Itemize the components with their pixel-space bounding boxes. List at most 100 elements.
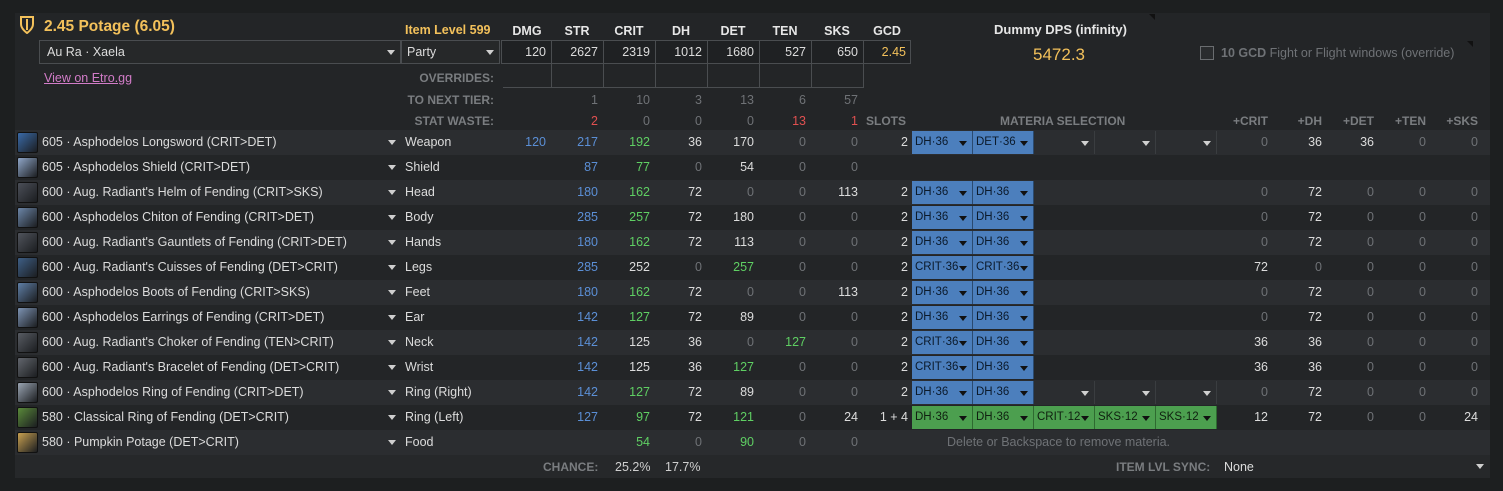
gear-name-select[interactable]: 600 · Aug. Radiant's Choker of Fending (… [42,330,400,355]
materia-select[interactable]: DH·36 [912,231,973,254]
gear-name-select[interactable]: 600 · Asphodelos Chiton of Fending (CRIT… [42,205,400,230]
materia-select[interactable] [1095,381,1156,404]
chevron-down-icon [1203,391,1211,396]
materia-bonus: 24 [1464,410,1478,424]
gear-name-select[interactable]: 580 · Pumpkin Potage (DET>CRIT) [42,430,400,455]
item-level-sync-select[interactable]: None [1218,456,1486,476]
gear-name-select[interactable]: 605 · Asphodelos Longsword (CRIT>DET) [42,130,400,155]
materia-select[interactable]: DH·36 [973,231,1034,254]
gear-name-select[interactable]: 600 · Asphodelos Earrings of Fending (CR… [42,305,400,330]
next-tier-str: 1 [591,93,598,107]
chevron-down-icon [388,290,396,295]
chevron-down-icon [388,215,396,220]
materia-value: DH·36 [976,311,1010,323]
chevron-down-icon [1020,191,1028,196]
gear-row: 600 · Asphodelos Chiton of Fending (CRIT… [15,205,1490,230]
gear-icon [17,207,38,228]
stat-total-gcd: 2.45 [881,45,906,59]
materia-select[interactable]: DH·36 [973,381,1034,404]
override-input-dh[interactable] [655,64,707,88]
materia-select[interactable]: DH·36 [973,406,1034,429]
materia-select[interactable] [1156,381,1217,404]
materia-select[interactable]: DH·36 [912,381,973,404]
gear-stat-sks: 0 [851,160,858,174]
materia-value: DET·36 [976,136,1016,148]
gear-name-select[interactable]: 580 · Classical Ring of Fending (DET>CRI… [42,405,400,430]
materia-select[interactable]: DH·36 [912,281,973,304]
materia-select[interactable]: DH·36 [973,181,1034,204]
gearset-title[interactable]: 2.45 Potage (6.05) [44,18,175,35]
materia-select[interactable] [1034,131,1095,154]
gear-stat-sks: 113 [838,285,858,299]
materia-select[interactable]: DH·36 [912,306,973,329]
gear-row: 605 · Asphodelos Shield (CRIT>DET) Shield… [15,155,1490,180]
materia-select[interactable]: CRIT·36 [912,331,973,354]
materia-select[interactable]: DH·36 [912,406,973,429]
materia-select[interactable]: CRIT·36 [912,356,973,379]
gcd-override-checkbox[interactable] [1200,46,1214,60]
materia-select[interactable]: CRIT·12 [1034,406,1095,429]
gear-name-select[interactable]: 600 · Asphodelos Boots of Fending (CRIT>… [42,280,400,305]
gear-stat-sks: 0 [851,235,858,249]
materia-select[interactable]: DH·36 [912,206,973,229]
materia-select[interactable]: DH·36 [973,356,1034,379]
gear-stat-ten: 0 [799,310,806,324]
gear-name-select[interactable]: 600 · Aug. Radiant's Cuisses of Fending … [42,255,400,280]
override-input-dmg[interactable] [503,64,551,88]
override-input-det[interactable] [707,64,759,88]
override-input-ten[interactable] [759,64,811,88]
gear-row: 600 · Aug. Radiant's Choker of Fending (… [15,330,1490,355]
materia-select[interactable]: DH·36 [912,181,973,204]
gear-name-select[interactable]: 600 · Aug. Radiant's Gauntlets of Fendin… [42,230,400,255]
gear-stat-dh: 0 [695,260,702,274]
gear-row: 580 · Classical Ring of Fending (DET>CRI… [15,405,1490,430]
materia-header-dh: +DH [1297,114,1322,128]
materia-select[interactable]: DH·36 [973,331,1034,354]
gear-slot-count: 2 [901,185,908,199]
materia-select[interactable]: DH·36 [912,131,973,154]
materia-bonus: 0 [1419,385,1426,399]
party-select[interactable]: Party [401,40,500,64]
stat-header-sks: SKS [824,24,850,38]
materia-bonus: 0 [1419,135,1426,149]
materia-bonus: 0 [1471,260,1478,274]
materia-value: DH·36 [915,411,949,423]
materia-select[interactable]: DH·36 [973,306,1034,329]
stat-total-dmg: 120 [525,45,546,59]
materia-select[interactable]: DH·36 [973,206,1034,229]
gear-name-select[interactable]: 600 · Aug. Radiant's Helm of Fending (CR… [42,180,400,205]
chevron-down-icon [1020,341,1028,346]
gear-name: 600 · Aug. Radiant's Gauntlets of Fendin… [42,235,347,249]
gear-stat-sks: 0 [851,385,858,399]
gear-name-select[interactable]: 600 · Aug. Radiant's Bracelet of Fending… [42,355,400,380]
materia-select[interactable] [1095,131,1156,154]
materia-select[interactable]: CRIT·36 [973,256,1034,279]
gear-stat-dh: 72 [688,410,702,424]
materia-select[interactable]: DET·36 [973,131,1034,154]
materia-select[interactable]: DH·36 [973,281,1034,304]
materia-bonus: 0 [1419,185,1426,199]
materia-select[interactable]: SKS·12 [1095,406,1156,429]
materia-select[interactable]: CRIT·36 [912,256,973,279]
override-input-sks[interactable] [811,64,863,88]
materia-bonus: 0 [1367,310,1374,324]
gear-name-select[interactable]: 600 · Asphodelos Ring of Fending (CRIT>D… [42,380,400,405]
stat-waste-label: STAT WASTE: [414,114,494,128]
materia-select[interactable] [1034,381,1095,404]
dh-chance-value: 17.7% [665,460,701,474]
race-select[interactable]: Au Ra · Xaela [39,40,401,64]
override-input-str[interactable] [551,64,603,88]
etro-link[interactable]: View on Etro.gg [44,71,133,85]
override-input-crit[interactable] [603,64,655,88]
materia-bonus: 0 [1419,410,1426,424]
gear-name-select[interactable]: 605 · Asphodelos Shield (CRIT>DET) [42,155,400,180]
gear-slot-count: 2 [901,360,908,374]
materia-select[interactable] [1156,131,1217,154]
gear-stat-ten: 0 [799,285,806,299]
gear-stat-ten: 0 [799,435,806,449]
materia-select[interactable]: SKS·12 [1156,406,1217,429]
gear-name: 600 · Aug. Radiant's Cuisses of Fending … [42,260,338,274]
materia-bonus: 72 [1308,210,1322,224]
materia-header-det: +DET [1342,114,1374,128]
materia-bonus: 36 [1254,360,1268,374]
